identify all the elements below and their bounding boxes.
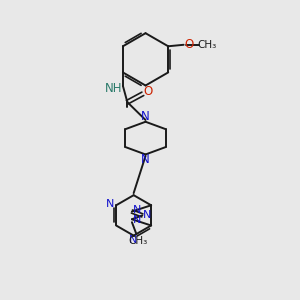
Text: N: N [129,236,137,245]
Text: N: N [106,199,114,209]
Text: N: N [133,215,141,225]
Text: N: N [143,210,152,220]
Text: N: N [141,110,150,123]
Text: N: N [141,153,150,166]
Text: O: O [143,85,153,98]
Text: NH: NH [105,82,122,95]
Text: O: O [184,38,193,51]
Text: CH₃: CH₃ [128,236,148,246]
Text: N: N [133,205,142,215]
Text: CH₃: CH₃ [197,40,216,50]
